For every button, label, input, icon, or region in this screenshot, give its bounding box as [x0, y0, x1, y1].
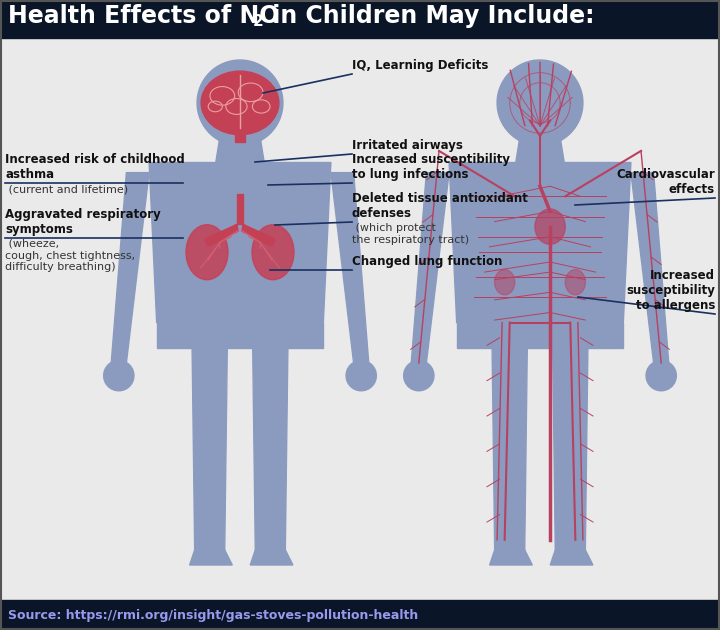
Circle shape — [346, 360, 377, 391]
Polygon shape — [157, 323, 323, 348]
Polygon shape — [205, 224, 238, 246]
Polygon shape — [251, 550, 293, 565]
Bar — [0, 0, 720, 38]
Text: Deleted tissue antioxidant
defenses: Deleted tissue antioxidant defenses — [352, 192, 528, 220]
Ellipse shape — [535, 209, 565, 244]
Polygon shape — [216, 137, 264, 163]
Circle shape — [404, 360, 434, 391]
Ellipse shape — [565, 270, 585, 295]
Text: Increased
susceptibility
to allergens: Increased susceptibility to allergens — [626, 269, 715, 312]
Text: (wheeze,
cough, chest tightness,
difficulty breathing): (wheeze, cough, chest tightness, difficu… — [5, 239, 135, 272]
Polygon shape — [411, 173, 449, 363]
Circle shape — [497, 60, 583, 146]
Ellipse shape — [201, 71, 279, 135]
Text: Irritated airways: Irritated airways — [352, 139, 463, 152]
Text: Changed lung function: Changed lung function — [352, 255, 503, 268]
Bar — [237, 194, 243, 224]
Polygon shape — [456, 323, 624, 348]
Text: Increased risk of childhood
asthma: Increased risk of childhood asthma — [5, 153, 185, 181]
Text: Increased susceptibility
to lung infections: Increased susceptibility to lung infecti… — [352, 153, 510, 181]
Polygon shape — [553, 343, 588, 550]
Polygon shape — [242, 224, 275, 246]
Ellipse shape — [186, 225, 228, 280]
Bar — [235, 120, 246, 142]
Polygon shape — [189, 550, 233, 565]
Text: in Children May Include:: in Children May Include: — [264, 4, 595, 28]
Polygon shape — [490, 550, 532, 565]
Text: Source: https://rmi.org/insight/gas-stoves-pollution-health: Source: https://rmi.org/insight/gas-stov… — [8, 609, 418, 622]
Polygon shape — [331, 173, 369, 363]
Text: Health Effects of NO: Health Effects of NO — [8, 4, 279, 28]
Polygon shape — [111, 173, 149, 363]
Polygon shape — [149, 163, 331, 323]
Polygon shape — [550, 550, 593, 565]
Polygon shape — [253, 343, 288, 550]
Text: IQ, Learning Deficits: IQ, Learning Deficits — [352, 59, 488, 72]
Polygon shape — [516, 137, 564, 163]
Polygon shape — [449, 163, 631, 323]
Text: 2: 2 — [253, 13, 264, 28]
Text: Aggravated respiratory
symptoms: Aggravated respiratory symptoms — [5, 208, 161, 236]
Ellipse shape — [252, 225, 294, 280]
Circle shape — [197, 60, 283, 146]
Circle shape — [646, 360, 676, 391]
Text: Cardiovascular
effects: Cardiovascular effects — [616, 168, 715, 196]
Text: (which protect
the respiratory tract): (which protect the respiratory tract) — [352, 223, 469, 244]
Bar — [0, 600, 720, 630]
Text: (current and lifetime): (current and lifetime) — [5, 184, 128, 194]
Polygon shape — [631, 173, 669, 363]
Circle shape — [104, 360, 134, 391]
Polygon shape — [192, 343, 228, 550]
Polygon shape — [492, 343, 527, 550]
Ellipse shape — [495, 270, 515, 295]
